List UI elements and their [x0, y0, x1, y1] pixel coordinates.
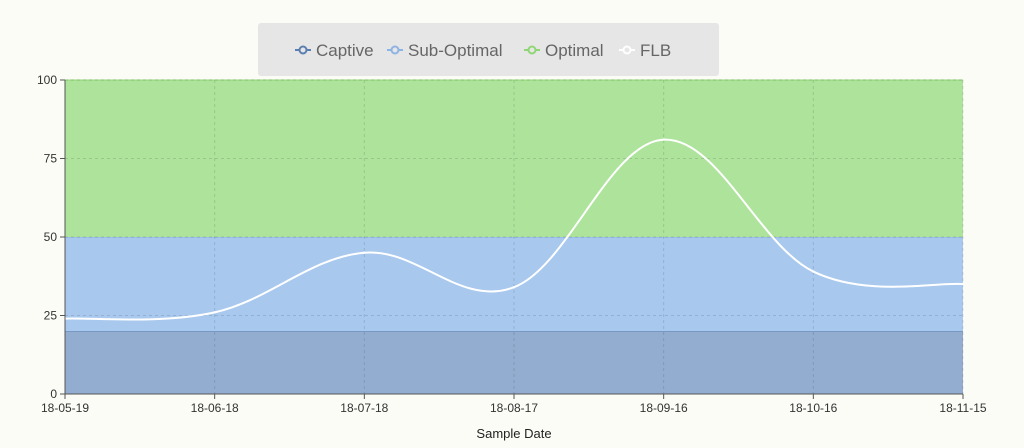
x-tick-label-5: 18-09-16	[640, 401, 688, 415]
series-line-flb	[64, 138, 964, 321]
legend: Captive Sub-Optimal Optimal FLB	[258, 23, 719, 76]
x-tick-label-1: 18-05-19	[41, 401, 89, 415]
legend-marker-circle	[527, 45, 537, 55]
y-tick-label-4: 75	[44, 152, 58, 166]
y-tick-label-1: 0	[50, 387, 57, 401]
y-tick-label-5: 100	[37, 73, 57, 87]
data-point-flb-3	[363, 251, 366, 254]
legend-label: Optimal	[545, 41, 604, 60]
data-point-flb-2	[213, 311, 216, 314]
x-tick-label-3: 18-07-18	[340, 401, 388, 415]
x-tick-label-7: 18-11-15	[939, 401, 986, 415]
data-point-flb-7	[961, 282, 965, 286]
axes: 0 25 50 75 100 18-05-19 18-06-18 18-07-18 18-08-…	[37, 73, 987, 415]
legend-item-optimal[interactable]: Optimal	[524, 41, 604, 60]
band-areas	[65, 79, 963, 394]
data-point-flb-4	[512, 286, 516, 289]
legend-label: Captive	[316, 41, 374, 60]
band-captive	[65, 331, 963, 394]
legend-box	[258, 23, 719, 76]
band-optimal	[65, 80, 963, 237]
legend-marker-circle	[390, 45, 400, 55]
x-tick-label-6: 18-10-16	[789, 401, 837, 415]
x-axis-title: Sample Date	[476, 426, 551, 441]
series-lines	[63, 138, 965, 321]
legend-label: Sub-Optimal	[408, 41, 502, 60]
band-sub-optimal	[65, 237, 963, 332]
legend-item-flb[interactable]: FLB	[619, 41, 671, 60]
x-tick-label-4: 18-08-17	[490, 401, 538, 415]
x-tick-label-2: 18-06-18	[191, 401, 239, 415]
data-point-flb-6	[812, 270, 815, 273]
legend-item-sub-optimal[interactable]: Sub-Optimal	[387, 41, 502, 60]
legend-label: FLB	[640, 41, 671, 60]
data-point-flb-5	[662, 138, 665, 141]
y-tick-label-2: 25	[44, 309, 58, 323]
y-tick-label-3: 50	[44, 230, 58, 244]
legend-marker-circle	[298, 45, 308, 55]
legend-marker-circle	[622, 45, 632, 55]
legend-item-captive[interactable]: Captive	[295, 41, 374, 60]
